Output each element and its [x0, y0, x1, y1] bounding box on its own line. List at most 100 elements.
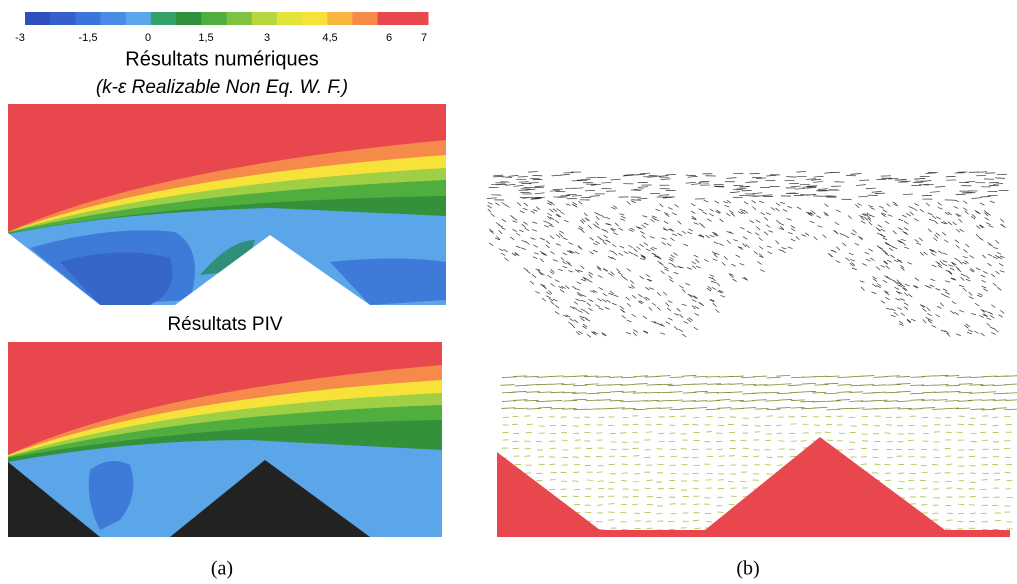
velocity-vector	[532, 209, 538, 212]
velocity-vector	[942, 263, 948, 267]
velocity-vector	[942, 260, 948, 263]
velocity-vector	[888, 247, 894, 252]
velocity-vector	[732, 278, 737, 282]
velocity-vector	[571, 195, 582, 197]
velocity-vector	[962, 261, 968, 265]
velocity-vector	[621, 480, 628, 482]
velocity-vector	[964, 324, 969, 329]
velocity-vector	[980, 384, 995, 386]
velocity-vector	[640, 230, 645, 235]
velocity-vector	[876, 285, 881, 289]
velocity-vector	[908, 206, 914, 209]
velocity-vector	[934, 220, 939, 225]
velocity-vector	[723, 201, 729, 204]
velocity-vector	[610, 178, 621, 181]
velocity-vector	[724, 205, 730, 208]
velocity-vector	[637, 226, 643, 230]
velocity-vector	[910, 318, 916, 322]
velocity-vector	[934, 472, 941, 474]
velocity-vector	[921, 512, 928, 514]
velocity-vector	[611, 206, 616, 210]
velocity-vector	[596, 265, 601, 270]
velocity-vector	[775, 207, 780, 212]
wall-geometry	[497, 437, 1010, 537]
velocity-vector	[561, 285, 566, 289]
velocity-vector	[907, 293, 913, 298]
velocity-vector	[640, 172, 651, 175]
velocity-vector	[870, 257, 875, 261]
velocity-vector	[965, 243, 970, 248]
velocity-vector	[505, 184, 516, 186]
velocity-vector	[555, 243, 561, 246]
velocity-vector	[706, 400, 721, 402]
velocity-vector	[902, 193, 913, 196]
velocity-vector	[978, 224, 984, 229]
velocity-vector	[609, 390, 624, 393]
velocity-vector	[625, 296, 630, 301]
velocity-vector	[896, 178, 907, 181]
velocity-vector	[597, 267, 602, 271]
velocity-vector	[658, 175, 669, 177]
velocity-vector	[963, 249, 968, 253]
velocity-vector	[642, 215, 648, 218]
velocity-vector	[766, 245, 772, 248]
velocity-vector	[665, 302, 670, 307]
velocity-vector	[900, 238, 906, 242]
velocity-vector	[646, 431, 653, 433]
velocity-vector	[589, 237, 594, 241]
velocity-vector	[907, 262, 913, 265]
velocity-vector	[897, 259, 903, 264]
velocity-vector	[666, 307, 672, 312]
velocity-vector	[512, 229, 517, 232]
velocity-vector	[677, 232, 683, 237]
velocity-vector	[726, 231, 732, 234]
velocity-vector	[876, 232, 882, 236]
velocity-vector	[709, 274, 715, 277]
velocity-vector	[677, 220, 682, 225]
velocity-vector	[515, 245, 521, 249]
velocity-vector	[692, 519, 699, 522]
velocity-vector	[630, 284, 635, 289]
velocity-vector	[514, 253, 520, 256]
velocity-vector	[779, 222, 785, 226]
velocity-vector	[611, 256, 616, 261]
velocity-vector	[897, 284, 903, 287]
velocity-vector	[669, 256, 675, 261]
colorbar	[25, 12, 429, 25]
velocity-vector	[952, 221, 957, 226]
velocity-vector	[980, 431, 987, 434]
velocity-vector	[947, 211, 952, 216]
velocity-vector	[657, 260, 663, 265]
velocity-vector	[706, 383, 721, 385]
velocity-vector	[975, 267, 981, 271]
velocity-vector	[596, 212, 601, 216]
velocity-vector	[889, 244, 895, 249]
velocity-vector	[826, 400, 841, 402]
velocity-vector	[556, 234, 561, 238]
velocity-vector	[931, 325, 937, 328]
velocity-vector	[860, 463, 868, 465]
velocity-vector	[572, 495, 579, 498]
velocity-vector	[568, 270, 574, 273]
velocity-vector	[945, 280, 951, 283]
velocity-vector	[547, 202, 552, 206]
velocity-vector	[518, 229, 524, 233]
velocity-vector	[656, 256, 662, 260]
velocity-vector	[836, 399, 851, 401]
velocity-vector	[712, 258, 718, 261]
velocity-vector	[533, 252, 539, 255]
velocity-vector	[570, 250, 576, 254]
velocity-vector	[943, 239, 949, 243]
velocity-vector	[552, 208, 558, 212]
velocity-vector	[577, 269, 583, 273]
velocity-vector	[524, 227, 530, 232]
velocity-vector	[749, 220, 755, 224]
velocity-vector	[648, 306, 653, 311]
velocity-vector	[595, 240, 600, 244]
velocity-vector	[582, 325, 587, 329]
velocity-vector	[900, 267, 905, 271]
velocity-vector	[884, 432, 891, 434]
velocity-vector	[997, 256, 1003, 260]
velocity-vector	[668, 275, 673, 280]
velocity-vector	[713, 241, 719, 245]
